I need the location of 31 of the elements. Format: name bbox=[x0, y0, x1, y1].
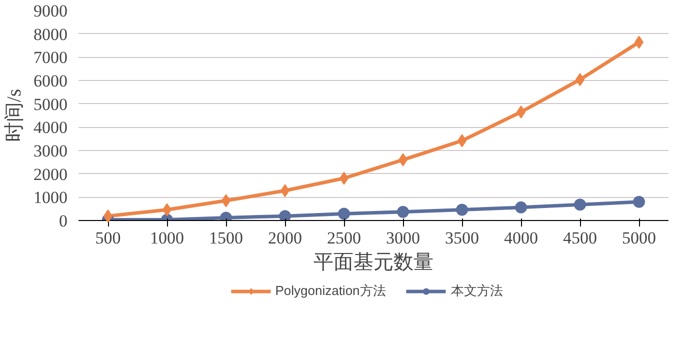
y-axis-title: 时间/s bbox=[4, 88, 26, 142]
y-tick-label: 5000 bbox=[34, 94, 68, 114]
x-axis-title: 平面基元数量 bbox=[314, 252, 434, 274]
x-tick-label: 4000 bbox=[504, 228, 538, 248]
point bbox=[515, 201, 527, 214]
point bbox=[338, 208, 350, 220]
y-tick-label: 0 bbox=[59, 212, 68, 230]
y-tick-label: 4000 bbox=[34, 118, 68, 138]
x-tick-label: 3500 bbox=[445, 228, 479, 248]
point bbox=[633, 196, 645, 208]
point bbox=[397, 206, 409, 218]
x-tick-label: 2500 bbox=[327, 228, 361, 248]
x-tick-label: 500 bbox=[95, 228, 121, 248]
y-tick-label: 3000 bbox=[34, 142, 68, 160]
y-tick-label: 2000 bbox=[34, 164, 68, 184]
point bbox=[456, 204, 468, 216]
point bbox=[574, 198, 586, 211]
y-tick-label: 9000 bbox=[34, 2, 68, 20]
x-tick-label: 4500 bbox=[563, 228, 597, 248]
x-tick-label: 1500 bbox=[209, 228, 243, 248]
y-tick-label: 7000 bbox=[34, 48, 68, 68]
point bbox=[279, 210, 291, 220]
y-tick-label: 1000 bbox=[34, 188, 68, 208]
x-tick-label: 3000 bbox=[386, 228, 420, 248]
x-tick-label: 2000 bbox=[268, 228, 302, 248]
x-tick-label: 5000 bbox=[622, 228, 656, 248]
legend-label: 本文方法 bbox=[450, 282, 503, 300]
y-tick-label: 6000 bbox=[34, 72, 68, 90]
x-tick-label: 1000 bbox=[150, 228, 184, 248]
y-tick-label: 8000 bbox=[34, 24, 68, 44]
legend-label: Polygonization方法 bbox=[275, 282, 386, 300]
